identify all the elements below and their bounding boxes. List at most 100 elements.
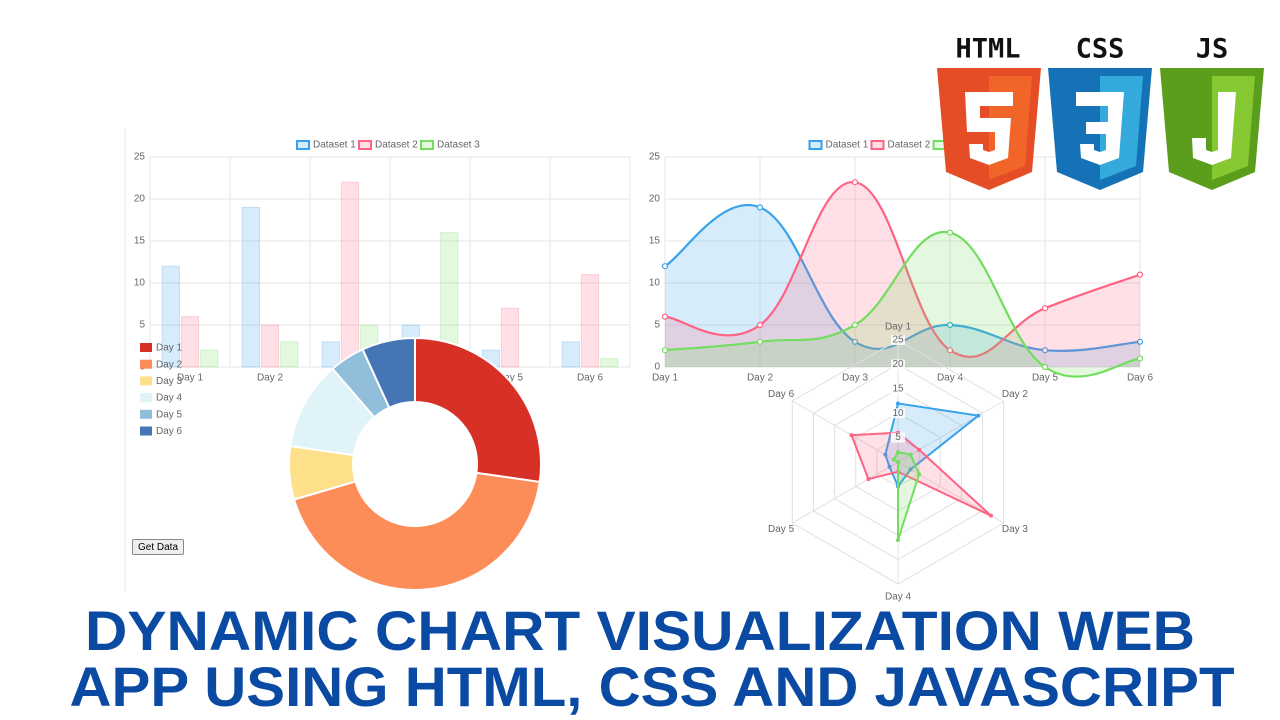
slice: [414, 336, 542, 484]
tick-backdrop: [891, 359, 905, 370]
legend-swatch: [140, 359, 152, 369]
legend-label: Dataset 2: [375, 140, 418, 151]
tick-backdrop: [891, 432, 905, 443]
r-tick-label: 15: [892, 383, 904, 394]
r-tick-label: 10: [892, 408, 904, 419]
point: [756, 204, 764, 211]
y-tick-label: 15: [134, 236, 146, 247]
point: [866, 477, 871, 482]
doughnut-chart: Day 1 Day 2 Day 3 Day 4 Day 5 Day 6: [140, 336, 542, 591]
point: [661, 347, 669, 354]
slice: [361, 336, 416, 409]
point: [891, 457, 896, 462]
x-tick-label: Day 3: [842, 373, 869, 384]
point-label: Day 5: [768, 524, 795, 535]
point: [851, 321, 859, 329]
bar: [200, 349, 219, 368]
logos: HTML CSS JS: [937, 34, 1264, 190]
legend-swatch: [140, 343, 152, 352]
bar: [280, 341, 299, 368]
point: [917, 447, 922, 452]
point-label: Day 3: [1002, 524, 1029, 535]
point: [896, 538, 900, 543]
point: [851, 338, 859, 345]
point: [1041, 363, 1049, 371]
point: [661, 263, 669, 270]
point: [1041, 347, 1049, 354]
legend-label: Day 5: [156, 409, 183, 420]
legend-swatch: [870, 140, 885, 150]
headline: DYNAMIC CHART VISUALIZATION WEB: [85, 599, 1195, 662]
legend-label: Day 4: [156, 393, 183, 404]
x-tick-label: Day 5: [1032, 373, 1059, 384]
x-tick-label: Day 1: [652, 373, 679, 384]
point-label: Day 2: [1002, 389, 1029, 400]
legend-swatch: [808, 140, 823, 150]
point: [908, 452, 913, 457]
logo-label: JS: [1196, 34, 1229, 65]
bar: [340, 181, 360, 368]
bar: [260, 324, 280, 368]
point: [946, 347, 954, 354]
point: [849, 433, 854, 438]
y-tick-label: 15: [649, 236, 661, 247]
area: [665, 182, 1140, 367]
x-tick-label: Day 6: [1127, 373, 1154, 384]
x-tick-label: Day 5: [497, 373, 524, 384]
r-tick-label: 25: [892, 335, 904, 346]
point: [946, 229, 954, 236]
point: [1136, 338, 1144, 345]
spoke: [897, 400, 1004, 463]
html-shield: [937, 68, 1041, 190]
js-shield: [1160, 68, 1264, 190]
point: [756, 338, 764, 345]
point: [883, 452, 888, 457]
y-tick-label: 10: [649, 278, 661, 289]
point: [1041, 305, 1049, 312]
point-label: Day 6: [768, 389, 795, 400]
x-tick-label: Day 4: [937, 373, 964, 384]
x-tick-label: Day 6: [577, 373, 604, 384]
bar: [580, 274, 600, 368]
legend-label: Day 3: [156, 376, 183, 387]
r-tick-label: 20: [892, 359, 904, 370]
y-tick-label: 10: [134, 278, 146, 289]
tick-backdrop: [891, 335, 905, 345]
legend-label: Dataset 2: [888, 140, 931, 151]
tick-backdrop: [891, 383, 905, 394]
legend-swatch: [140, 393, 152, 403]
x-tick-label: Day 1: [177, 373, 204, 384]
css-shield: [1048, 68, 1152, 190]
bar: [321, 341, 340, 368]
logo-label: CSS: [1076, 34, 1125, 65]
point: [851, 179, 859, 186]
legend-label: Dataset 1: [826, 140, 869, 151]
radar-chart: Day 1 Day 2 Day 3 Day 4 Day 5 Day 6 5 10 15 20 25: [768, 322, 1028, 603]
bar: [561, 341, 580, 368]
point: [1136, 271, 1144, 278]
legend-label: Day 6: [156, 426, 183, 437]
y-tick-label: 20: [134, 194, 146, 205]
legend-swatch: [296, 140, 310, 150]
point: [917, 472, 922, 477]
spoke: [792, 461, 899, 524]
legend-swatch: [420, 140, 434, 150]
legend-label: Day 2: [156, 359, 183, 370]
y-tick-label: 20: [649, 194, 661, 205]
point: [887, 464, 892, 469]
spoke: [792, 400, 899, 463]
point: [1136, 355, 1144, 362]
point: [946, 321, 954, 329]
point: [896, 460, 900, 464]
legend-label: Dataset 3: [437, 140, 480, 151]
area: [665, 205, 1140, 367]
point: [908, 467, 913, 472]
bar: [180, 316, 200, 368]
y-tick-label: 25: [649, 152, 661, 163]
legend-swatch: [140, 409, 152, 419]
point-label: Day 4: [885, 592, 912, 603]
point: [976, 413, 981, 418]
point: [988, 513, 993, 518]
get-data-button[interactable]: Get Data: [132, 539, 184, 555]
